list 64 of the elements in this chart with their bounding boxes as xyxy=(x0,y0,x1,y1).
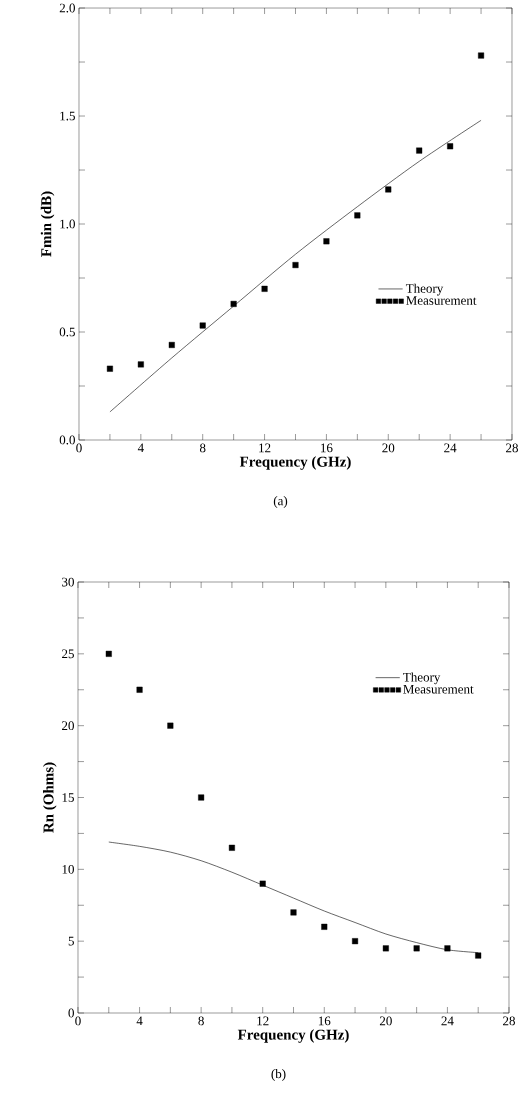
y-tick-label: 10 xyxy=(62,864,74,874)
y-axis-title: Rn (Ohms) xyxy=(43,762,57,833)
point xyxy=(167,722,174,729)
x-axis-title: Frequency (GHz) xyxy=(237,1029,349,1043)
point xyxy=(228,844,235,851)
point xyxy=(137,361,144,368)
x-axis-title: Frequency (GHz) xyxy=(239,456,351,470)
x-tick-label: 16 xyxy=(318,1016,331,1026)
y-tick-label: 1.5 xyxy=(60,111,75,121)
line-series xyxy=(109,120,482,413)
point xyxy=(290,909,297,916)
x-tick-label: 8 xyxy=(199,443,206,453)
text: (b) xyxy=(271,1069,286,1081)
point xyxy=(447,143,454,150)
point xyxy=(323,238,330,245)
x-tick-label: 0 xyxy=(76,443,82,453)
text: (a) xyxy=(273,496,288,508)
point xyxy=(136,686,143,693)
y-tick-label: 15 xyxy=(62,793,74,802)
y-tick-label: 20 xyxy=(62,721,74,731)
point xyxy=(199,322,206,329)
point xyxy=(321,923,328,930)
x-tick-label: 24 xyxy=(441,1016,454,1026)
point xyxy=(413,945,420,952)
legend-label: Measurement xyxy=(403,684,474,694)
y-tick-label: 2.0 xyxy=(59,3,75,13)
x-tick-label: 12 xyxy=(259,443,271,453)
y-tick-label: 0.5 xyxy=(59,327,75,337)
x-tick-label: 28 xyxy=(506,443,518,453)
point xyxy=(478,52,485,59)
legend-label: Theory xyxy=(405,283,444,296)
legend-label: Theory xyxy=(403,672,441,685)
x-tick-label: 20 xyxy=(382,443,395,453)
point xyxy=(382,945,389,952)
point xyxy=(292,262,299,269)
x-tick-label: 28 xyxy=(503,1016,515,1026)
x-tick-label: 24 xyxy=(444,443,457,453)
x-tick-label: 16 xyxy=(321,443,333,453)
x-tick-label: 4 xyxy=(137,443,144,453)
y-tick-label: 30 xyxy=(62,577,74,587)
x-tick-label: 4 xyxy=(136,1016,143,1026)
y-tick-label: 1.0 xyxy=(60,219,75,229)
point xyxy=(385,186,392,193)
x-tick-label: 8 xyxy=(198,1016,204,1026)
y-tick-label: 0 xyxy=(68,1008,74,1018)
legend-label: Measurement xyxy=(406,296,477,305)
point xyxy=(230,300,237,307)
point xyxy=(105,650,112,657)
point xyxy=(198,794,205,801)
x-tick-label: 12 xyxy=(257,1016,269,1026)
point xyxy=(354,212,361,219)
y-tick-label: 0.0 xyxy=(59,435,75,445)
point xyxy=(106,365,113,372)
point xyxy=(259,880,266,887)
y-tick-label: 5 xyxy=(68,936,74,946)
x-tick-label: 20 xyxy=(379,1016,392,1026)
y-axis-title: Fmin (dB) xyxy=(40,191,55,257)
point xyxy=(352,938,359,945)
point xyxy=(416,147,423,154)
point xyxy=(475,952,482,959)
y-tick-label: 25 xyxy=(62,649,74,659)
point xyxy=(168,341,175,348)
point xyxy=(444,945,451,952)
point xyxy=(261,285,268,292)
